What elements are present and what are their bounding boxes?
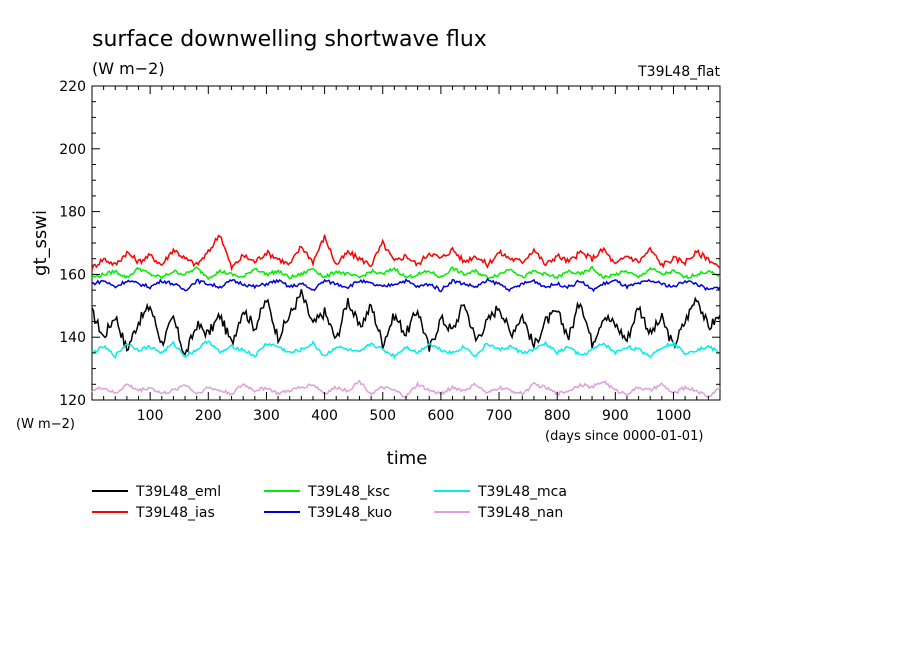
experiment-label: T39L48_flat: [637, 64, 720, 80]
y-tick-label: 220: [59, 79, 86, 95]
y-tick-label: 140: [59, 330, 86, 346]
legend-label-T39L48_nan: T39L48_nan: [477, 505, 563, 521]
x-tick-label: 700: [486, 408, 513, 424]
legend-label-T39L48_mca: T39L48_mca: [477, 484, 567, 500]
x-units-label: (days since 0000-01-01): [545, 429, 703, 444]
series-line-T39L48_ksc: [91, 265, 721, 281]
legend-label-T39L48_kuo: T39L48_kuo: [307, 505, 392, 521]
x-tick-label: 400: [311, 408, 338, 424]
x-tick-label: 600: [428, 408, 455, 424]
plot-area: 120 140 160 180 200 220 100 200 300 400 500 600 700 8…: [59, 79, 721, 424]
x-axis-label: time: [387, 448, 428, 469]
legend: T39L48_eml T39L48_ias T39L48_ksc T39L48_kuo…: [92, 484, 567, 521]
y-axis-label: gt_sswi: [30, 210, 51, 276]
series-line-T39L48_kuo: [91, 277, 721, 293]
x-tick-label: 800: [544, 408, 571, 424]
y-tick-label: 160: [59, 267, 86, 283]
x-tick-label: 1000: [656, 408, 692, 424]
legend-label-T39L48_ksc: T39L48_ksc: [307, 484, 390, 500]
x-tick-label: 900: [602, 408, 629, 424]
ticks-layer: 120 140 160 180 200 220 100 200 300 400 500 600 700 8…: [59, 79, 720, 424]
chart-title: surface downwelling shortwave flux: [92, 27, 487, 52]
y-tick-label: 180: [59, 205, 86, 221]
series-line-T39L48_nan: [91, 379, 721, 399]
x-tick-label: 300: [253, 408, 280, 424]
series-line-T39L48_ias: [91, 234, 721, 272]
y-units-label: (W m−2): [16, 417, 75, 432]
x-tick-label: 500: [369, 408, 396, 424]
series-line-T39L48_eml: [91, 289, 721, 356]
series-layer: [91, 234, 721, 399]
x-tick-label: 100: [137, 408, 164, 424]
legend-label-T39L48_eml: T39L48_eml: [135, 484, 221, 500]
chart-units: (W m−2): [92, 59, 165, 78]
y-tick-label: 120: [59, 393, 86, 409]
series-line-T39L48_mca: [91, 339, 721, 360]
y-tick-label: 200: [59, 142, 86, 158]
legend-label-T39L48_ias: T39L48_ias: [135, 505, 215, 521]
x-tick-label: 200: [195, 408, 222, 424]
